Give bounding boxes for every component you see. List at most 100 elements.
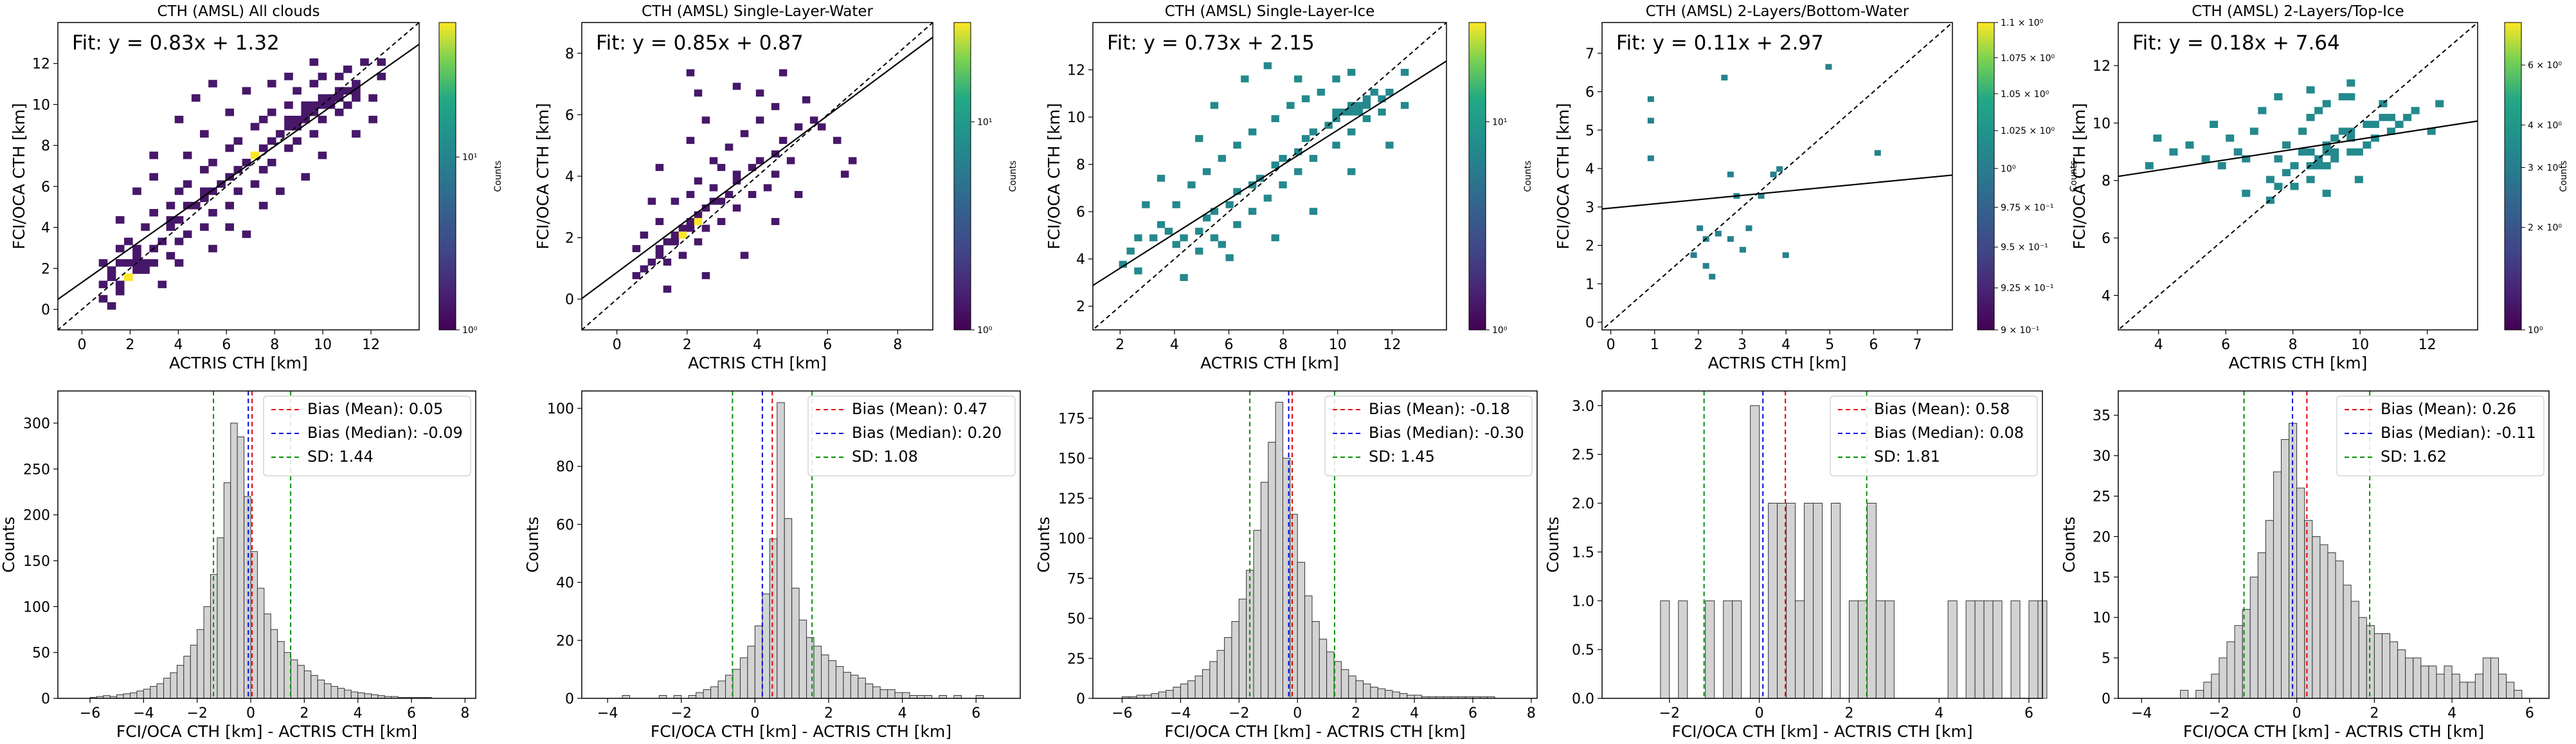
heatmap-cell xyxy=(1248,128,1257,136)
x-tick-label: 4 xyxy=(174,337,183,353)
heatmap-cell xyxy=(1362,102,1371,109)
histogram-bar xyxy=(264,613,271,699)
x-tick-label: 4 xyxy=(1170,337,1179,353)
legend-bias-median: Bias (Median): 0.20 xyxy=(852,424,1002,442)
colorbar-tick-label: 10¹ xyxy=(1492,117,1507,127)
heatmap-cell xyxy=(309,108,319,116)
heatmap-cell xyxy=(132,244,141,253)
heatmap-cell xyxy=(124,259,133,267)
histogram-bar xyxy=(762,594,770,699)
x-tick-label: 6 xyxy=(1225,337,1234,353)
heatmap-cells xyxy=(582,23,933,330)
histogram-bars xyxy=(1660,405,2048,699)
histogram-bar xyxy=(1216,649,1225,699)
heatmap-cell xyxy=(1164,228,1173,235)
heatmap-cell xyxy=(200,130,209,138)
heatmap-cell xyxy=(655,218,664,226)
heatmap-cell xyxy=(309,130,319,138)
heatmap-cell xyxy=(166,223,176,231)
heatmap-cell xyxy=(779,136,788,144)
histogram-bar xyxy=(1813,503,1823,699)
heatmap-cell xyxy=(1195,228,1203,235)
legend: Bias (Mean): -0.18 Bias (Median): -0.30 SD… xyxy=(1324,395,1533,476)
x-tick-label: −6 xyxy=(1112,705,1132,721)
histogram-bar xyxy=(1678,600,1688,699)
heatmap-cell xyxy=(293,115,302,123)
one-to-one-line xyxy=(58,23,419,330)
histogram-bar xyxy=(1348,675,1356,699)
heatmap-cell xyxy=(1279,181,1287,188)
histogram-bar xyxy=(1180,684,1189,699)
legend-sd: SD: 1.81 xyxy=(1874,448,1940,466)
legend: Bias (Mean): 0.26 Bias (Median): -0.11 SD:… xyxy=(2336,395,2544,476)
histogram-bar xyxy=(1723,600,1733,699)
heatmap-cell xyxy=(663,238,672,246)
histogram-bar xyxy=(2234,625,2243,699)
x-tick-label: 3 xyxy=(1738,337,1747,353)
heatmap-cell xyxy=(1340,108,1348,116)
y-axis-label: FCI/OCA CTH [km] xyxy=(1554,103,1572,250)
heatmap-cell xyxy=(647,197,656,205)
heatmap-cell xyxy=(2258,107,2267,114)
histogram-bar xyxy=(821,654,829,699)
x-tick-label: 2 xyxy=(1694,337,1703,353)
heatmap-cell xyxy=(377,58,386,66)
x-tick-label: 0 xyxy=(613,337,622,353)
histogram-bar xyxy=(1750,405,1760,699)
x-axis-label: ACTRIS CTH [km] xyxy=(688,354,827,372)
heatmap-cell xyxy=(1263,194,1272,202)
histogram-bar xyxy=(1875,600,1886,699)
fit-equation: Fit: y = 0.73x + 2.15 xyxy=(1107,32,1315,55)
heatmap-cell xyxy=(2282,168,2291,177)
heatmap-cell xyxy=(640,265,649,273)
heatmap-cell xyxy=(377,73,386,80)
heatmap-cell xyxy=(2226,134,2235,142)
legend-box xyxy=(263,395,471,476)
legend-sd: SD: 1.08 xyxy=(852,448,918,466)
heatmap-cells xyxy=(58,23,419,330)
heatmap-cell xyxy=(141,259,150,267)
legend-sd: SD: 1.62 xyxy=(2381,448,2447,466)
histogram-bar xyxy=(798,619,807,699)
heatmap-cell xyxy=(1647,155,1654,161)
heatmap-cell xyxy=(343,65,352,73)
legend-bias-mean: Bias (Mean): -0.18 xyxy=(1369,400,1510,418)
heatmap-cell xyxy=(284,101,293,109)
heatmap-cell xyxy=(717,163,726,171)
heatmap-cell xyxy=(334,73,344,80)
heatmap-cell xyxy=(1697,225,1704,231)
heatmap-cell xyxy=(149,151,158,159)
histogram-bar xyxy=(2335,560,2344,699)
heatmap-cell xyxy=(1218,154,1226,162)
heatmap-cell xyxy=(115,280,125,289)
heatmap-cell xyxy=(242,158,251,167)
y-axis-label: Counts xyxy=(0,516,18,572)
legend-bias-median: Bias (Median): -0.11 xyxy=(2381,424,2536,442)
axes-frame xyxy=(1092,22,1447,331)
histogram-bar xyxy=(696,692,704,699)
histogram-bar xyxy=(237,436,245,699)
heatmap-cell xyxy=(1347,108,1356,116)
histogram-bar xyxy=(2459,682,2468,699)
histogram-bar xyxy=(197,629,204,699)
histogram-bar xyxy=(1768,503,1778,699)
heatmap-cell xyxy=(301,101,311,109)
histogram-bar xyxy=(2226,641,2235,699)
heatmap-cell xyxy=(1825,64,1832,70)
y-tick-label: 30 xyxy=(2093,449,2111,465)
y-tick-label: 15 xyxy=(2093,570,2111,586)
histogram-bar xyxy=(364,693,372,699)
histogram-bar xyxy=(754,625,763,699)
histogram-bar xyxy=(257,588,265,699)
heatmap-cell xyxy=(183,230,192,239)
histogram-bar xyxy=(850,675,859,699)
histogram-bar xyxy=(176,665,185,699)
colorbar-label: Counts xyxy=(2559,161,2569,192)
legend-bias-median: Bias (Median): 0.08 xyxy=(1874,424,2024,442)
heatmap-cell xyxy=(293,123,302,131)
histogram-bar xyxy=(1268,442,1276,699)
heatmap-cell xyxy=(655,163,664,171)
histogram-bar xyxy=(2296,487,2305,699)
heatmap-cell xyxy=(225,144,235,152)
histogram-bar xyxy=(230,422,238,699)
